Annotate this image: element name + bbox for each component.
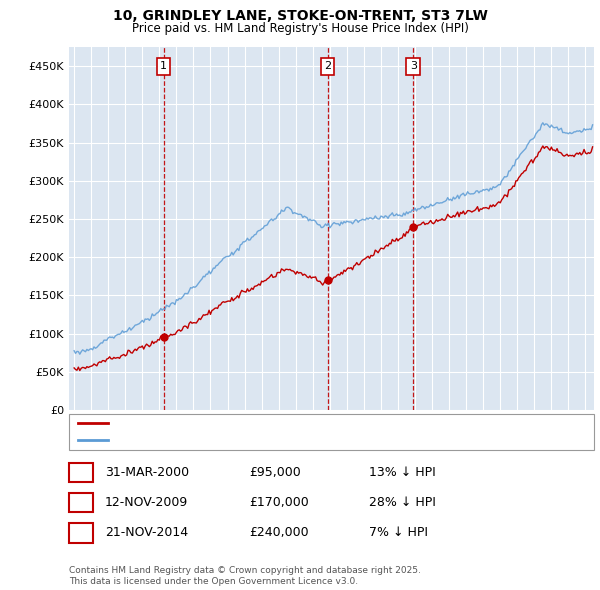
Text: 3: 3	[77, 526, 85, 539]
Text: 10, GRINDLEY LANE, STOKE-ON-TRENT, ST3 7LW: 10, GRINDLEY LANE, STOKE-ON-TRENT, ST3 7…	[113, 9, 487, 23]
Text: Price paid vs. HM Land Registry's House Price Index (HPI): Price paid vs. HM Land Registry's House …	[131, 22, 469, 35]
Text: 7% ↓ HPI: 7% ↓ HPI	[369, 526, 428, 539]
Text: £240,000: £240,000	[249, 526, 308, 539]
Text: 3: 3	[410, 61, 417, 71]
Text: 21-NOV-2014: 21-NOV-2014	[105, 526, 188, 539]
Text: 12-NOV-2009: 12-NOV-2009	[105, 496, 188, 509]
Text: £170,000: £170,000	[249, 496, 309, 509]
Text: Contains HM Land Registry data © Crown copyright and database right 2025.
This d: Contains HM Land Registry data © Crown c…	[69, 566, 421, 586]
Text: 28% ↓ HPI: 28% ↓ HPI	[369, 496, 436, 509]
Text: 2: 2	[77, 496, 85, 509]
Text: 31-MAR-2000: 31-MAR-2000	[105, 466, 189, 479]
Text: 10, GRINDLEY LANE, STOKE-ON-TRENT, ST3 7LW (detached house): 10, GRINDLEY LANE, STOKE-ON-TRENT, ST3 7…	[114, 418, 479, 428]
Text: 13% ↓ HPI: 13% ↓ HPI	[369, 466, 436, 479]
Text: 1: 1	[77, 466, 85, 479]
Text: 1: 1	[160, 61, 167, 71]
Text: £95,000: £95,000	[249, 466, 301, 479]
Text: HPI: Average price, detached house, Stafford: HPI: Average price, detached house, Staf…	[114, 435, 360, 445]
Text: 2: 2	[324, 61, 331, 71]
